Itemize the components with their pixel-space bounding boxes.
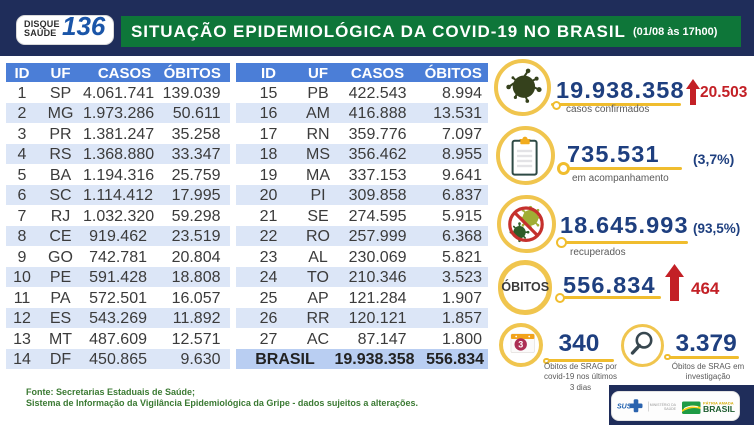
svg-text:MINISTÉRIO DA: MINISTÉRIO DA [650, 401, 677, 406]
svg-text:SUS: SUS [617, 403, 632, 410]
svg-text:PÁTRIA AMADA: PÁTRIA AMADA [703, 400, 734, 405]
svg-text:SAÚDE: SAÚDE [664, 407, 677, 411]
svg-text:3: 3 [518, 339, 523, 349]
svg-text:BRASIL: BRASIL [703, 404, 735, 414]
